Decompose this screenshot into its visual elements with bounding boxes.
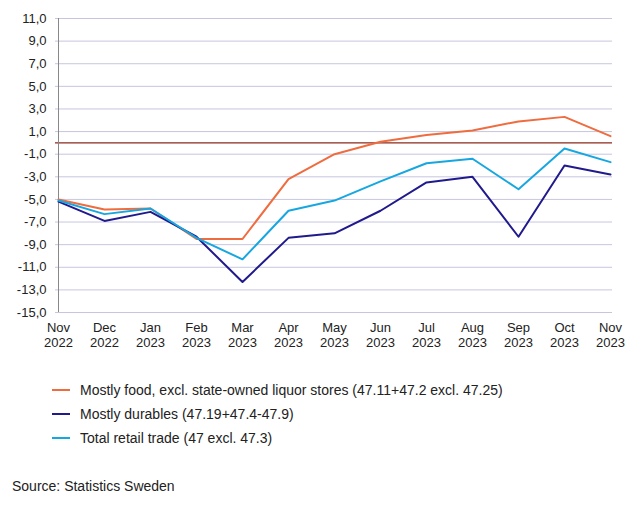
- svg-text:Oct2023: Oct2023: [550, 320, 579, 350]
- svg-text:-3,0: -3,0: [24, 169, 46, 184]
- html-text:Mostly food, excl. state-owned: Mostly food, excl. state-owned liquor st…: [80, 382, 503, 398]
- svg-text:1,0: 1,0: [28, 124, 46, 139]
- svg-text:Jan2023: Jan2023: [136, 320, 165, 350]
- svg-text:Nov2023: Nov2023: [596, 320, 625, 350]
- html-text:Total retail trade (47 excl. 4: Total retail trade (47 excl. 47.3): [80, 430, 273, 446]
- html-text:Mostly durables (47.19+47.4-47: Mostly durables (47.19+47.4-47.9): [80, 406, 294, 422]
- svg-text:5,0: 5,0: [28, 79, 46, 94]
- svg-text:-15,0: -15,0: [17, 305, 47, 320]
- svg-text:Sep2023: Sep2023: [504, 320, 533, 350]
- svg-text:-13,0: -13,0: [17, 282, 47, 297]
- svg-text:Nov2022: Nov2022: [44, 320, 73, 350]
- svg-text:9,0: 9,0: [28, 33, 46, 48]
- svg-text:-11,0: -11,0: [18, 259, 47, 274]
- svg-text:Jul2023: Jul2023: [412, 320, 441, 350]
- html-text:Source: Statistics Sweden: Source: Statistics Sweden: [12, 478, 175, 494]
- svg-text:7,0: 7,0: [28, 56, 46, 71]
- svg-text:Mar2023: Mar2023: [228, 320, 257, 350]
- svg-text:11,0: 11,0: [22, 11, 46, 26]
- svg-text:-5,0: -5,0: [24, 192, 46, 207]
- svg-text:-7,0: -7,0: [24, 214, 46, 229]
- svg-text:-9,0: -9,0: [24, 237, 46, 252]
- svg-text:Apr2023: Apr2023: [274, 320, 303, 350]
- svg-text:Jun2023: Jun2023: [366, 320, 395, 350]
- svg-text:Feb2023: Feb2023: [182, 320, 211, 350]
- svg-text:May2023: May2023: [320, 320, 349, 350]
- svg-text:Aug2023: Aug2023: [458, 320, 487, 350]
- svg-text:3,0: 3,0: [28, 101, 46, 116]
- svg-text:-1,0: -1,0: [24, 146, 46, 161]
- svg-text:Dec2022: Dec2022: [90, 320, 119, 350]
